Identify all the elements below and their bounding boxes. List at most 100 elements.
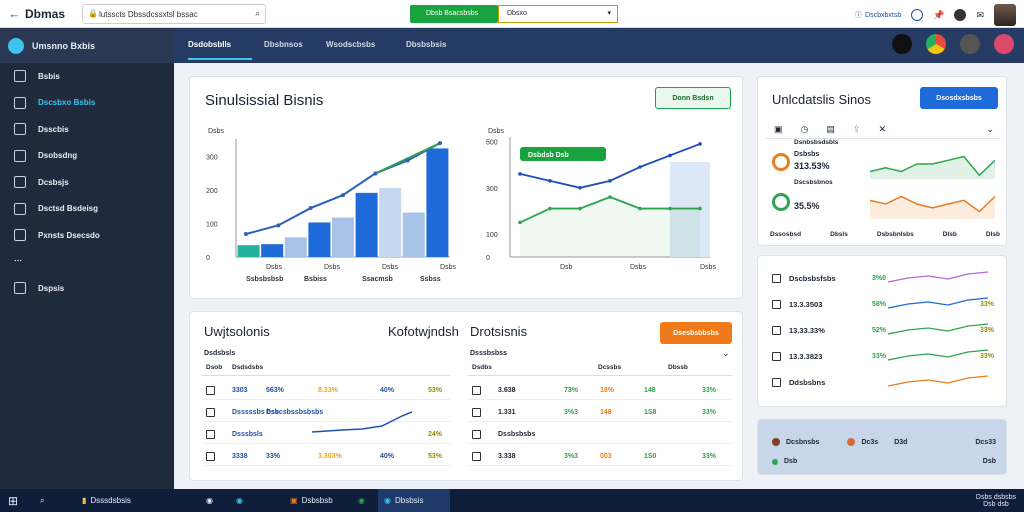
cell: 40%: [380, 387, 395, 394]
chrome-icon[interactable]: [926, 34, 946, 54]
table-row[interactable]: 3338 33% 3,303% 40% 53%: [202, 448, 450, 466]
taskbar-app[interactable]: ◉: [236, 489, 243, 512]
avatar[interactable]: [994, 4, 1016, 26]
sidebar-item[interactable]: Dcsbsjs: [0, 169, 174, 196]
calendar-icon[interactable]: ▤: [826, 124, 835, 134]
sidebar-item[interactable]: Dsscbis: [0, 116, 174, 143]
table-row[interactable]: 3303 563% 8.33% 40% 53%: [202, 382, 450, 400]
sidebar-item[interactable]: Bsbis: [0, 63, 174, 90]
user-icon[interactable]: [954, 9, 967, 21]
line-point: [276, 223, 281, 228]
legend-label: Bsbiss: [304, 276, 327, 283]
taskbar-app[interactable]: ◉: [206, 489, 213, 512]
y-tick-label: 300: [206, 155, 218, 162]
top-link[interactable]: ⓘ Dscbxbxtsb: [855, 10, 901, 20]
taskbar-app[interactable]: ◉: [358, 489, 365, 512]
status-dot: [847, 438, 856, 446]
cell: 1.331: [498, 409, 516, 416]
bar: [426, 148, 449, 257]
row-checkbox[interactable]: [772, 351, 781, 361]
chevron-down-icon[interactable]: ⌄: [722, 348, 730, 358]
card-title: Unlcdatslis Sinos: [772, 92, 871, 107]
profile-icon[interactable]: [960, 34, 980, 54]
action-button[interactable]: Donn Bsdsn: [655, 87, 731, 109]
summary-value: 313.53%: [794, 161, 830, 171]
row-checkbox[interactable]: [472, 386, 481, 395]
back-arrow-icon[interactable]: ←: [8, 6, 21, 21]
table-subhead: Dsssbsbss: [470, 350, 507, 357]
metric-label: Ddsbsbns: [789, 377, 826, 387]
app-logo[interactable]: ← Dbmas: [8, 6, 65, 21]
metric-value: 58%: [872, 300, 887, 308]
green-action-button[interactable]: Dbsb Bsacsbsbs: [410, 5, 498, 23]
sparkline: [888, 271, 989, 283]
pin-icon[interactable]: 📌: [933, 9, 945, 20]
column-header: Dsdbs: [472, 364, 492, 371]
table-row[interactable]: 3.638 73% 18% 148 33%: [468, 382, 732, 400]
taskbar-app-active[interactable]: ◉ Dbsbsis: [378, 489, 450, 512]
close-icon[interactable]: ✕: [878, 124, 886, 134]
search-taskbar[interactable]: ⌕: [40, 489, 44, 512]
heart-icon[interactable]: [994, 34, 1014, 54]
row-checkbox[interactable]: [472, 430, 481, 439]
row-checkbox[interactable]: [772, 377, 781, 387]
cell: Dsscsbssbsbsbs: [266, 409, 324, 416]
cell: 33%: [702, 409, 717, 416]
compare-card: Dcsbnsbs Dc3s D3d Dcs33 Dsb Dsb: [757, 419, 1007, 475]
orange-button[interactable]: Dsesbsbbsbs: [660, 322, 732, 344]
tab-dashboard[interactable]: Dsdobsblls: [188, 40, 232, 49]
row-checkbox[interactable]: [772, 325, 781, 335]
message-icon[interactable]: ✉: [976, 9, 984, 20]
sidebar-item-label: Dcsbsjs: [38, 177, 69, 187]
table-row[interactable]: Dsssssbs bsb Dsscsbssbsbsbs: [202, 404, 450, 422]
primary-button[interactable]: Dsosdxsbsbs: [920, 87, 998, 109]
sidebar-item[interactable]: Dsobsdng: [0, 143, 174, 170]
taskbar-app[interactable]: ▣ Dsbsbsb: [290, 496, 333, 505]
chevron-down-icon[interactable]: ⌄: [986, 124, 994, 134]
image-icon[interactable]: ▣: [774, 124, 783, 134]
search-icon[interactable]: ⌕: [255, 9, 260, 18]
search-input[interactable]: 🔒 lutsscts Dbssdcssxtsl bssac ⌕: [82, 4, 266, 24]
table-row[interactable]: 1.331 3%3 148 1S8 33%: [468, 404, 732, 422]
sidebar-item[interactable]: Dscsbxo Bsbis: [0, 90, 174, 117]
filter-select[interactable]: Dbsxo ▾: [498, 5, 618, 23]
table-row[interactable]: Dssbsbsbs: [468, 426, 732, 444]
tab-workspace[interactable]: Wsodscbsbs: [326, 40, 376, 49]
sidebar-item[interactable]: Dsctsd Bsdeisg: [0, 196, 174, 223]
logo-icon: [8, 37, 24, 54]
row-checkbox[interactable]: [206, 408, 215, 417]
ring-icon: [772, 193, 790, 211]
globe-icon[interactable]: [911, 9, 924, 21]
x-tick-label: Dsb: [560, 264, 573, 271]
metric-pct: 33%: [979, 352, 994, 360]
row-checkbox[interactable]: [206, 386, 215, 395]
tab-business[interactable]: Dbsbnsos: [264, 40, 303, 49]
clock[interactable]: Dsbs dsbsbs Dsb dsb: [975, 493, 1016, 508]
sidebar-item[interactable]: Dspsis: [0, 275, 174, 302]
row-checkbox[interactable]: [206, 452, 215, 461]
tab-reports[interactable]: Dbsbsbsis: [406, 40, 447, 49]
start-button[interactable]: ⊞: [8, 489, 18, 512]
row-checkbox[interactable]: [772, 299, 781, 309]
row-checkbox[interactable]: [206, 430, 215, 439]
x-icon[interactable]: [892, 34, 912, 54]
table-row[interactable]: Dsssbsls 24%: [202, 426, 450, 444]
sidebar-item-label: Dscsbxo Bsbis: [38, 98, 96, 108]
row-checkbox[interactable]: [772, 273, 781, 283]
cell: 3,303%: [318, 453, 342, 460]
sidebar-item[interactable]: Pxnsts Dsecsdo: [0, 222, 174, 249]
edge-icon: ◉: [236, 496, 243, 505]
share-icon[interactable]: ⇪: [852, 124, 861, 134]
metric-label: 13.3.3503: [789, 299, 823, 309]
sidebar-item[interactable]: ⋯: [0, 249, 174, 276]
table-row[interactable]: 3.338 3%3 003 1S0 33%: [468, 448, 732, 466]
cell: 148: [644, 387, 656, 394]
taskbar-app[interactable]: ▮ Dsssdsbsis: [82, 496, 131, 505]
row-checkbox[interactable]: [472, 408, 481, 417]
compare-value: Dc3s: [861, 438, 879, 446]
row-checkbox[interactable]: [472, 452, 481, 461]
clock-icon[interactable]: ◷: [800, 124, 809, 134]
compare-label: Dsb: [784, 458, 798, 465]
line-point: [548, 179, 552, 183]
cell: 3.338: [498, 453, 516, 460]
